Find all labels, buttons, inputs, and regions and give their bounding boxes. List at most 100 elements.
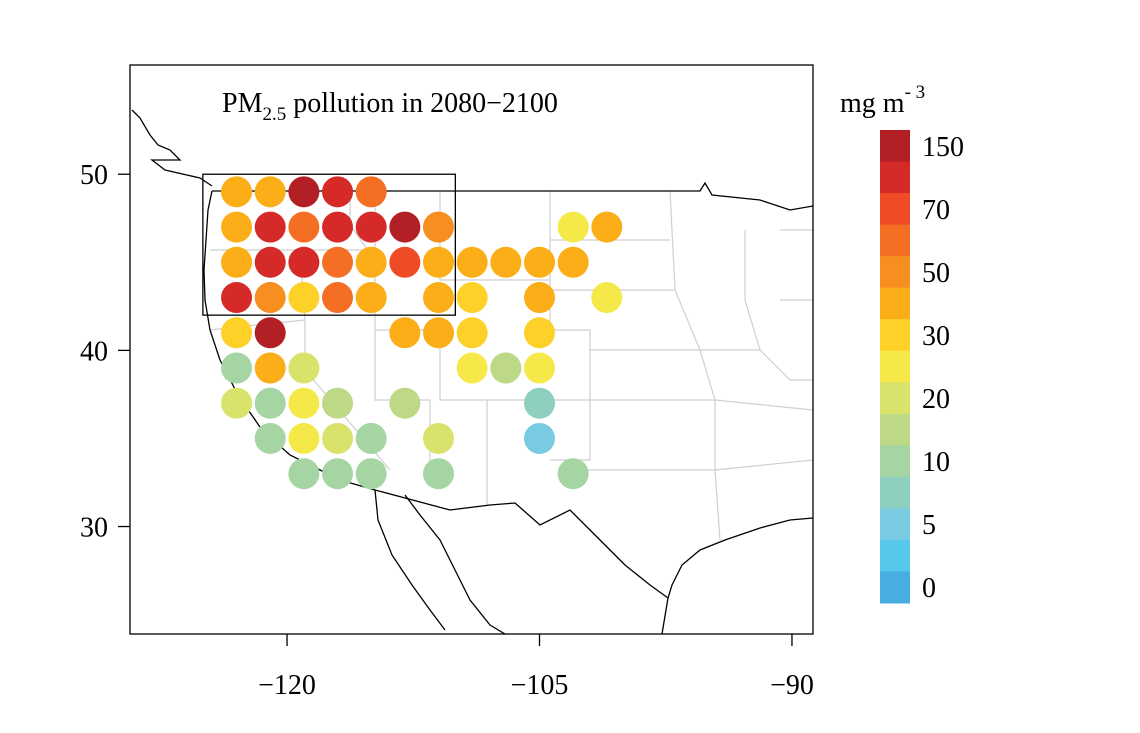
- colorbar-segment: [880, 224, 910, 257]
- site-dot: [423, 458, 455, 490]
- site-dot: [288, 387, 320, 419]
- site-dot: [254, 422, 286, 454]
- colorbar-segment: [880, 350, 910, 383]
- colorbar-segment: [880, 161, 910, 194]
- y-tick-label: 30: [80, 513, 108, 544]
- colorbar-segment: [880, 539, 910, 572]
- site-dot: [355, 422, 387, 454]
- legend-title: mg m- 3: [840, 82, 925, 119]
- site-dot: [288, 246, 320, 278]
- site-dot: [221, 387, 253, 419]
- site-dot: [288, 211, 320, 243]
- site-dot: [254, 387, 286, 419]
- title-main: PM: [222, 88, 263, 119]
- site-dot: [355, 282, 387, 314]
- site-dot: [288, 458, 320, 490]
- site-dot: [221, 176, 253, 208]
- colorbar-label: 150: [922, 132, 964, 163]
- site-dot: [456, 246, 488, 278]
- colorbar-segment: [880, 571, 910, 604]
- legend-title-sup: - 3: [905, 82, 926, 103]
- colorbar-segment: [880, 130, 910, 163]
- colorbar-label: 70: [922, 195, 950, 226]
- site-dot: [322, 458, 354, 490]
- site-dot: [355, 246, 387, 278]
- site-dot: [322, 246, 354, 278]
- site-dot: [523, 352, 555, 384]
- site-dot: [523, 317, 555, 349]
- site-dot: [288, 176, 320, 208]
- site-dot: [423, 282, 455, 314]
- colorbar-label: 50: [922, 258, 950, 289]
- site-dot: [221, 317, 253, 349]
- site-dot: [254, 282, 286, 314]
- site-dot: [355, 176, 387, 208]
- site-dot: [389, 387, 421, 419]
- site-dot: [523, 387, 555, 419]
- colorbar-label: 0: [922, 573, 936, 604]
- map-title: PM2.5 pollution in 2080−2100: [222, 88, 558, 125]
- colorbar-segment: [880, 508, 910, 541]
- y-tick-label: 40: [80, 336, 108, 367]
- colorbar-segment: [880, 413, 910, 446]
- site-dot: [456, 282, 488, 314]
- site-dot: [523, 282, 555, 314]
- site-dot: [591, 211, 623, 243]
- site-dot: [423, 422, 455, 454]
- site-dot: [322, 282, 354, 314]
- site-dot: [389, 211, 421, 243]
- site-dot: [423, 246, 455, 278]
- site-dot: [456, 352, 488, 384]
- x-tick-label: −105: [511, 670, 569, 701]
- site-dot: [557, 211, 589, 243]
- site-dot: [254, 246, 286, 278]
- site-dot: [423, 211, 455, 243]
- title-rest: pollution in 2080−2100: [286, 88, 558, 119]
- colorbar-segment: [880, 445, 910, 478]
- x-tick-label: −90: [770, 670, 814, 701]
- site-dot: [322, 422, 354, 454]
- region-box: [202, 173, 456, 316]
- colorbar-segment: [880, 193, 910, 226]
- site-dot: [423, 317, 455, 349]
- site-dot: [322, 211, 354, 243]
- site-dot: [322, 387, 354, 419]
- colorbar-label: 20: [922, 384, 950, 415]
- site-dot: [557, 246, 589, 278]
- site-dot: [456, 317, 488, 349]
- title-subscript: 2.5: [262, 104, 286, 125]
- colorbar-segment: [880, 319, 910, 352]
- y-tick-label: 50: [80, 160, 108, 191]
- site-dot: [288, 352, 320, 384]
- colorbar-label: 30: [922, 321, 950, 352]
- colorbar-label: 10: [922, 447, 950, 478]
- colorbar-segment: [880, 256, 910, 289]
- coastlines: [131, 109, 813, 634]
- site-dot: [490, 246, 522, 278]
- site-dot: [355, 458, 387, 490]
- site-dot: [389, 246, 421, 278]
- site-dot: [322, 176, 354, 208]
- colorbar-segment: [880, 476, 910, 509]
- site-dot: [490, 352, 522, 384]
- site-dot: [254, 317, 286, 349]
- site-dot: [523, 246, 555, 278]
- site-dot: [254, 211, 286, 243]
- site-dot: [221, 282, 253, 314]
- colorbar-segment: [880, 287, 910, 320]
- site-dot: [221, 352, 253, 384]
- plot-frame: [129, 64, 814, 635]
- x-tick-label: −120: [258, 670, 316, 701]
- site-dot: [355, 211, 387, 243]
- site-dot: [523, 422, 555, 454]
- legend-title-main: mg m: [840, 88, 905, 119]
- colorbar-label: 5: [922, 510, 936, 541]
- site-dot: [557, 458, 589, 490]
- site-dot: [221, 246, 253, 278]
- site-dot: [288, 422, 320, 454]
- site-dot: [288, 282, 320, 314]
- colorbar-segment: [880, 382, 910, 415]
- site-dot: [221, 211, 253, 243]
